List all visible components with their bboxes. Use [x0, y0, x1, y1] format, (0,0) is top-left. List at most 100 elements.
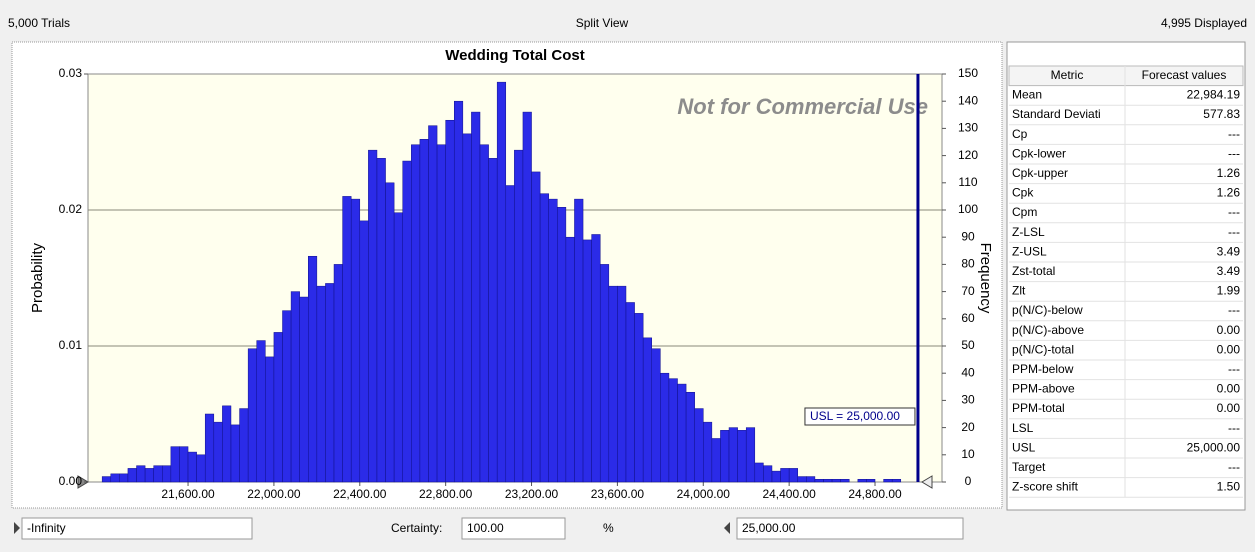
metric-name: Cpm	[1012, 205, 1037, 219]
upper-arrow[interactable]	[724, 522, 730, 534]
bar	[368, 149, 378, 483]
bar	[771, 470, 781, 483]
bar	[703, 421, 713, 483]
bar	[453, 100, 464, 483]
bar	[230, 424, 240, 483]
bar	[153, 465, 163, 483]
bar	[359, 220, 369, 483]
metric-name: Cpk	[1012, 186, 1034, 200]
bar	[574, 198, 584, 483]
bar	[582, 239, 592, 483]
x-tick-label: 22,000.00	[247, 487, 301, 501]
bar	[101, 476, 112, 483]
bar	[402, 160, 412, 483]
bar	[170, 446, 180, 483]
metric-name: p(N/C)-below	[1012, 303, 1083, 317]
bar	[668, 378, 678, 483]
metric-name: PPM-below	[1012, 362, 1074, 376]
x-tick-label: 24,000.00	[677, 487, 731, 501]
y2-tick-label: 0	[965, 474, 972, 488]
bar	[505, 185, 515, 483]
bar	[634, 313, 644, 483]
metrics-table: Metric Forecast values Mean 22,984.19 Standa…	[1008, 65, 1244, 498]
bar	[806, 476, 816, 483]
bar	[857, 479, 867, 483]
bar	[625, 302, 635, 483]
bar	[144, 468, 154, 483]
bar	[711, 438, 721, 483]
lower-grabber[interactable]	[77, 475, 89, 489]
metric-name: p(N/C)-above	[1012, 323, 1084, 337]
view-mode[interactable]: Split View	[576, 16, 629, 30]
bar	[136, 465, 146, 483]
usl-label-box	[804, 407, 916, 426]
bar	[110, 473, 120, 483]
bar	[557, 207, 567, 483]
y2-tick-label: 150	[958, 66, 978, 80]
metric-name: PPM-above	[1012, 382, 1075, 396]
metric-value: 577.83	[1203, 107, 1240, 121]
bar	[436, 144, 446, 483]
bar	[780, 468, 790, 483]
column-header: Metric	[1051, 68, 1084, 82]
bar	[814, 479, 824, 483]
bar	[891, 479, 902, 483]
bar	[162, 465, 172, 483]
bar	[823, 479, 833, 483]
y2-tick-label: 10	[961, 447, 975, 461]
bar	[222, 405, 232, 483]
upper-value: 25,000.00	[742, 521, 796, 535]
bar	[350, 198, 361, 483]
watermark: Not for Commercial Use	[677, 94, 928, 119]
bar	[788, 468, 798, 483]
bar	[488, 158, 498, 483]
metric-value: 1.99	[1217, 284, 1241, 298]
bar	[883, 479, 893, 483]
bar	[522, 111, 532, 483]
metric-name: Z-LSL	[1012, 225, 1045, 239]
lower-arrow[interactable]	[14, 522, 20, 534]
upper-input[interactable]	[736, 517, 964, 540]
metric-value: 1.26	[1217, 166, 1241, 180]
certainty-value: 100.00	[467, 521, 504, 535]
bar	[591, 234, 601, 483]
bar	[428, 125, 438, 483]
usl-label: USL = 25,000.00	[810, 409, 900, 423]
metric-name: LSL	[1012, 421, 1034, 435]
bar	[608, 285, 618, 483]
metric-value: ---	[1228, 146, 1240, 160]
lower-value: -Infinity	[27, 521, 66, 535]
bar	[462, 133, 472, 483]
metric-name: p(N/C)-total	[1012, 342, 1074, 356]
metric-value: 0.00	[1217, 382, 1241, 396]
certainty-input[interactable]	[461, 517, 566, 540]
bar	[282, 310, 292, 483]
bar	[840, 479, 850, 483]
upper-grabber[interactable]	[921, 475, 933, 489]
bar	[565, 236, 575, 483]
metric-name: Cpk-lower	[1012, 146, 1066, 160]
bar	[599, 264, 610, 483]
bar	[411, 144, 421, 483]
lower-input[interactable]	[21, 517, 253, 540]
y2-tick-label: 90	[961, 229, 975, 243]
metric-value: 0.00	[1217, 323, 1241, 337]
bar	[342, 196, 352, 483]
bar	[763, 465, 773, 483]
y2-tick-label: 110	[958, 175, 977, 189]
bar	[325, 283, 335, 483]
x-tick-label: 23,600.00	[591, 487, 645, 501]
bar	[866, 479, 876, 483]
bar	[694, 408, 704, 483]
bar	[239, 408, 249, 483]
y2-tick-label: 30	[961, 393, 975, 407]
percent: %	[603, 521, 614, 535]
bar	[299, 296, 309, 483]
y2-tick-label: 20	[961, 420, 975, 434]
y-axis-label: Probability	[29, 242, 46, 313]
y-tick-label: 0.02	[59, 202, 83, 216]
metric-value: ---	[1228, 127, 1240, 141]
metric-value: ---	[1228, 460, 1240, 474]
bar	[290, 291, 300, 483]
